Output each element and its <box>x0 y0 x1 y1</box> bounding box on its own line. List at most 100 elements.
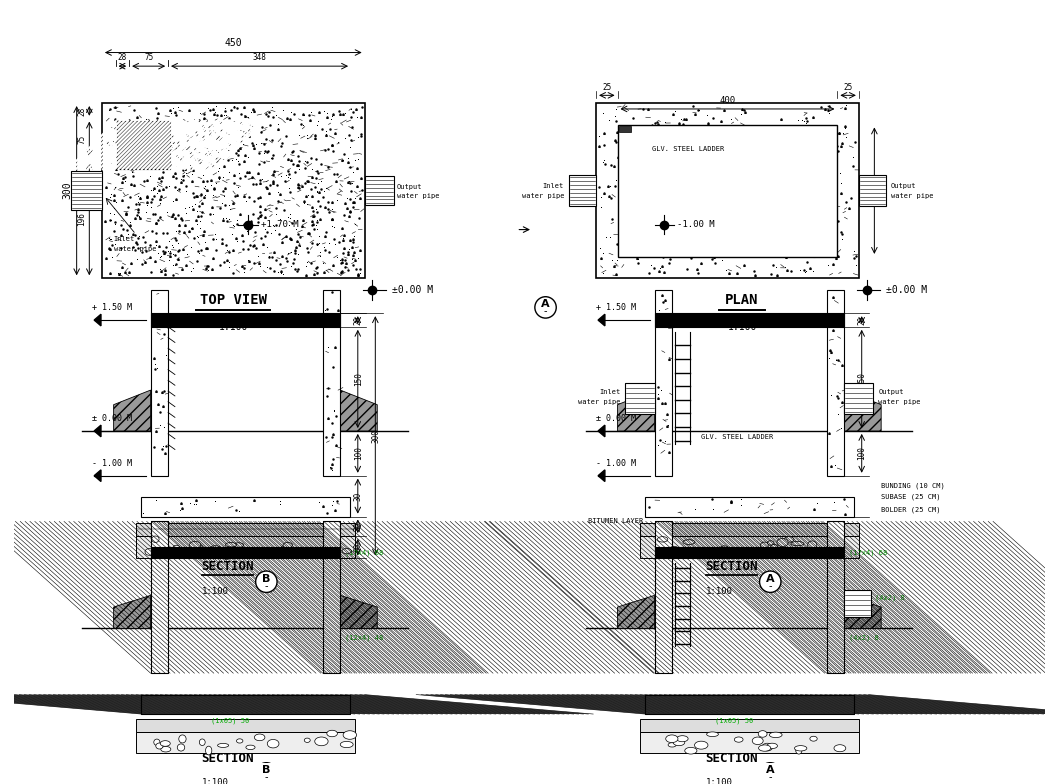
Bar <box>569 175 596 206</box>
Text: water pipe: water pipe <box>521 193 564 198</box>
Circle shape <box>535 296 556 318</box>
Text: (17x4) 68: (17x4) 68 <box>849 550 887 556</box>
Text: 348: 348 <box>253 53 267 62</box>
Bar <box>654 521 672 673</box>
Bar <box>859 175 886 206</box>
Bar <box>645 497 854 517</box>
Bar <box>654 546 844 558</box>
Bar <box>654 314 844 327</box>
Ellipse shape <box>342 548 352 554</box>
Ellipse shape <box>174 545 180 550</box>
Bar <box>136 536 355 558</box>
Ellipse shape <box>775 553 782 558</box>
Text: (12x4) 48: (12x4) 48 <box>345 635 383 641</box>
Text: BUNDING (10 CM): BUNDING (10 CM) <box>881 482 945 488</box>
Polygon shape <box>340 390 377 431</box>
Bar <box>645 695 854 714</box>
Circle shape <box>759 763 780 784</box>
Text: 1:100: 1:100 <box>706 586 733 596</box>
Bar <box>323 521 340 673</box>
Text: 1:100: 1:100 <box>728 322 757 332</box>
Bar <box>323 521 340 673</box>
Bar <box>617 125 838 257</box>
Bar <box>654 290 672 476</box>
Ellipse shape <box>283 543 292 548</box>
Bar <box>150 314 340 327</box>
Ellipse shape <box>686 549 698 554</box>
Ellipse shape <box>265 548 272 554</box>
Ellipse shape <box>226 543 236 547</box>
Text: 25: 25 <box>603 83 611 93</box>
Text: 30: 30 <box>354 521 362 531</box>
Ellipse shape <box>794 746 807 751</box>
Polygon shape <box>617 390 654 431</box>
Ellipse shape <box>327 730 338 737</box>
Polygon shape <box>598 314 605 326</box>
Polygon shape <box>94 314 101 326</box>
Text: water pipe: water pipe <box>878 399 920 405</box>
Text: 1:100: 1:100 <box>706 779 733 784</box>
Bar <box>640 524 859 536</box>
Ellipse shape <box>771 545 778 550</box>
Ellipse shape <box>758 731 767 737</box>
Polygon shape <box>844 390 881 431</box>
Bar <box>71 171 102 210</box>
Text: 400: 400 <box>719 96 736 105</box>
Ellipse shape <box>201 551 208 559</box>
Ellipse shape <box>217 743 229 747</box>
Bar <box>859 175 886 206</box>
Ellipse shape <box>151 536 159 543</box>
Ellipse shape <box>685 747 697 754</box>
Text: A: A <box>541 299 550 310</box>
Bar <box>654 521 672 673</box>
Bar <box>364 176 394 205</box>
Ellipse shape <box>734 737 743 742</box>
Text: 30: 30 <box>354 492 362 501</box>
Text: (4x2) 8: (4x2) 8 <box>876 594 905 601</box>
Text: SECTION: SECTION <box>705 560 757 573</box>
Ellipse shape <box>706 732 718 736</box>
Bar <box>323 290 340 476</box>
Bar <box>625 383 654 415</box>
Circle shape <box>759 571 780 593</box>
Ellipse shape <box>768 541 774 545</box>
Text: ± 0.00 M: ± 0.00 M <box>596 414 636 423</box>
Ellipse shape <box>199 739 205 746</box>
Ellipse shape <box>304 738 310 742</box>
Ellipse shape <box>683 539 695 544</box>
Text: 100: 100 <box>354 446 362 460</box>
Text: 450: 450 <box>225 38 243 48</box>
Text: water pipe: water pipe <box>891 193 933 198</box>
Text: 100: 100 <box>858 446 866 460</box>
Circle shape <box>255 763 277 784</box>
Text: water pipe: water pipe <box>578 399 621 405</box>
Bar <box>150 546 340 558</box>
Ellipse shape <box>674 739 685 746</box>
Ellipse shape <box>297 550 308 556</box>
Bar <box>102 103 364 278</box>
Text: GLV. STEEL LADDER: GLV. STEEL LADDER <box>701 434 773 440</box>
Ellipse shape <box>752 737 764 745</box>
Text: ±0.00 M: ±0.00 M <box>392 285 433 295</box>
Bar <box>827 521 844 673</box>
Bar <box>150 521 168 673</box>
Bar <box>596 103 859 278</box>
Text: Output: Output <box>878 389 903 395</box>
Ellipse shape <box>247 550 259 554</box>
Bar <box>323 521 340 673</box>
Bar <box>141 497 351 517</box>
Ellipse shape <box>758 745 771 751</box>
Bar <box>645 695 854 714</box>
Text: -: - <box>544 307 548 316</box>
Text: B: B <box>263 574 270 584</box>
Bar <box>654 521 672 673</box>
Ellipse shape <box>761 743 773 751</box>
Bar <box>844 383 874 415</box>
Text: 1:100: 1:100 <box>202 586 229 596</box>
Ellipse shape <box>154 739 160 746</box>
Ellipse shape <box>267 739 279 748</box>
Text: A: A <box>766 574 774 584</box>
Bar <box>827 290 844 476</box>
Polygon shape <box>844 595 881 629</box>
Ellipse shape <box>669 546 679 553</box>
